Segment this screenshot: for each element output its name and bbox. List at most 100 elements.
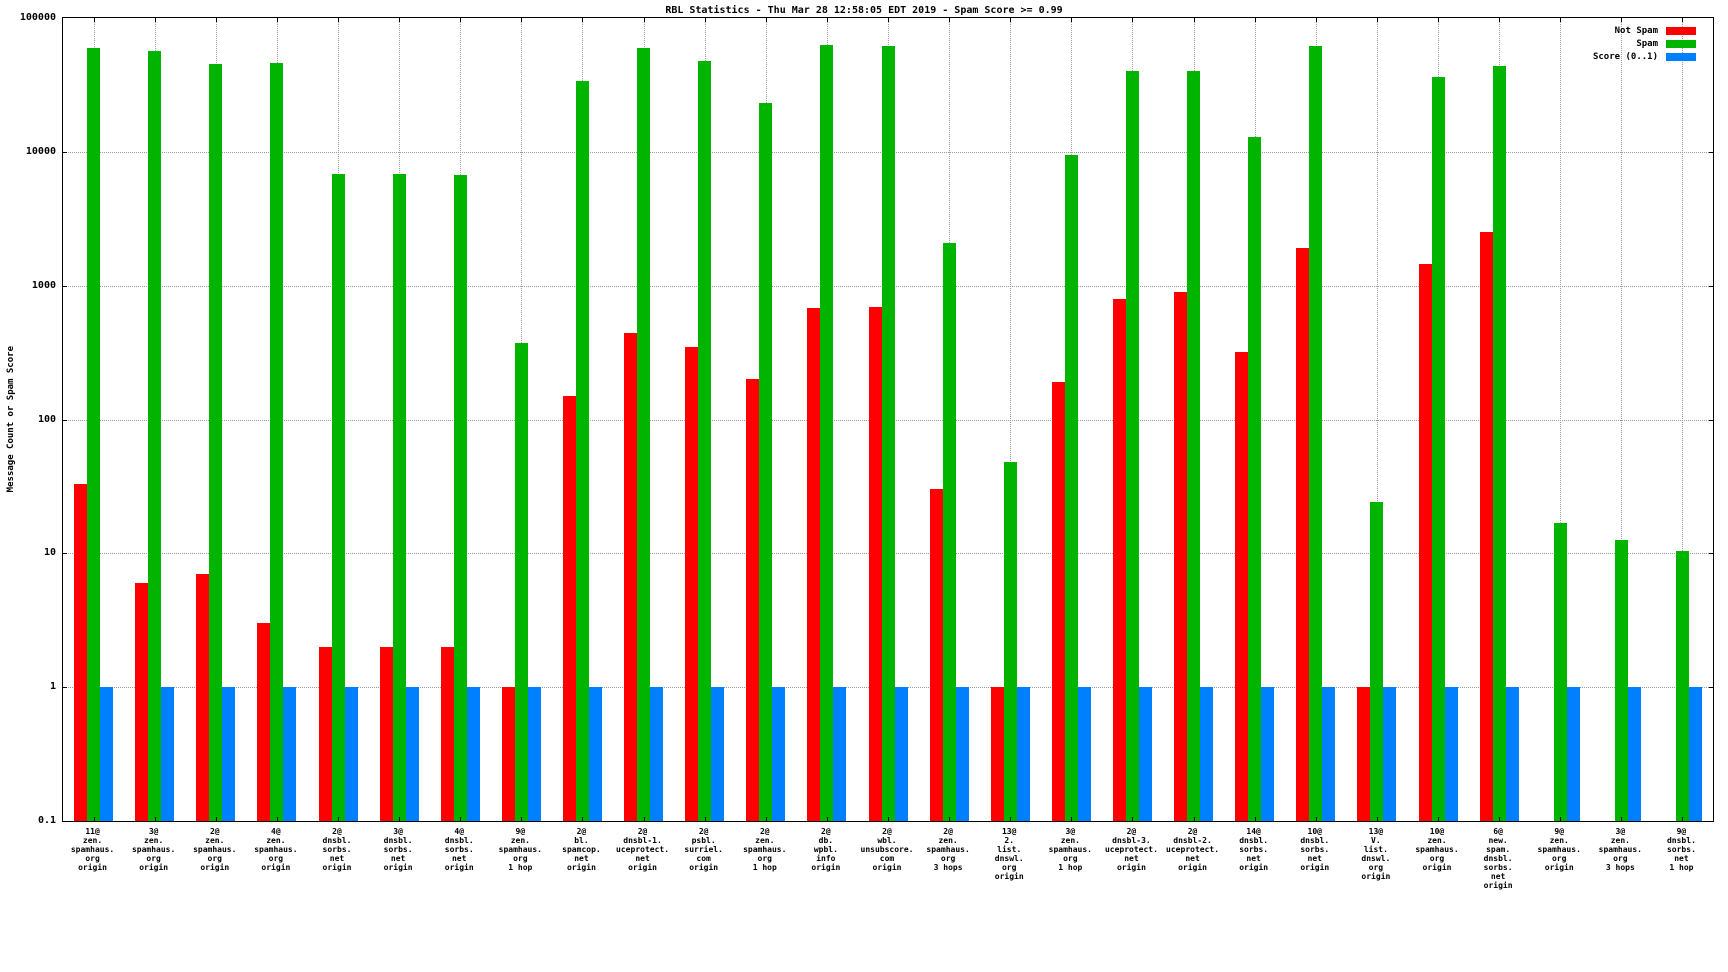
bar-not_spam bbox=[1357, 687, 1371, 821]
x-category-label-line: 2@ bbox=[759, 827, 770, 836]
x-tick-mark bbox=[1621, 817, 1623, 821]
x-category-label: 9@ dnsbl. sorbs. net 1 hop bbox=[1647, 827, 1715, 872]
bar-not_spam bbox=[379, 646, 393, 821]
x-category-label-line: bl. bbox=[574, 836, 589, 845]
y-tick-mark bbox=[63, 285, 67, 287]
x-category-label-line: 2. bbox=[1004, 836, 1015, 845]
x-tick-mark bbox=[93, 817, 95, 821]
x-category-label-line: dnswl. bbox=[1361, 854, 1391, 863]
x-category-label-line: uceprotect. bbox=[1166, 845, 1220, 854]
x-category-label-line: org bbox=[1429, 854, 1445, 863]
x-category-label-line: org bbox=[1551, 854, 1567, 863]
x-category-label-line: origin bbox=[872, 863, 902, 872]
bar-score bbox=[1322, 687, 1336, 821]
x-category-label-line: V. bbox=[1371, 836, 1381, 845]
x-category-label-line: spam. bbox=[1486, 845, 1511, 854]
x-category-label-line: sorbs. bbox=[1666, 845, 1696, 854]
bar-not_spam bbox=[1112, 298, 1126, 821]
bar-score bbox=[222, 687, 236, 821]
bar-score bbox=[650, 687, 664, 821]
y-tick-mark bbox=[63, 419, 67, 421]
bar-not_spam bbox=[440, 646, 454, 821]
x-category-label-line: 3@ bbox=[1065, 827, 1076, 836]
bar-spam bbox=[575, 80, 589, 821]
x-category-label: 3@ zen. spamhaus. org 3 hops bbox=[1586, 827, 1654, 872]
bar-score bbox=[1566, 687, 1580, 821]
x-tick-mark bbox=[215, 18, 217, 22]
y-tick-label: 10000 bbox=[25, 145, 56, 157]
x-gridline bbox=[1682, 18, 1684, 821]
x-category-label: 2@ bl. spamcop. net origin bbox=[547, 827, 615, 872]
x-category-label-line: 9@ bbox=[1676, 827, 1687, 836]
x-category-label-line: org bbox=[268, 854, 284, 863]
y-tick-mark bbox=[1709, 419, 1713, 421]
x-category-label-line: net bbox=[1185, 854, 1200, 863]
bar-spam bbox=[270, 63, 284, 821]
x-category-label-line: org bbox=[85, 854, 100, 863]
x-tick-mark bbox=[338, 18, 339, 22]
bar-spam bbox=[453, 175, 467, 821]
x-tick-mark bbox=[888, 817, 889, 821]
x-category-label: 4@ zen. spamhaus. org origin bbox=[242, 827, 310, 872]
x-tick-mark bbox=[1010, 18, 1012, 22]
x-category-label: 2@ dnsbl-2. uceprotect. net origin bbox=[1159, 827, 1227, 872]
x-category-label-line: 3@ bbox=[148, 827, 159, 836]
bar-score bbox=[1200, 687, 1214, 821]
x-tick-mark bbox=[276, 18, 278, 22]
x-tick-mark bbox=[1071, 18, 1073, 22]
x-category-label-line: zen. bbox=[1610, 836, 1630, 845]
x-category-label-line: 2@ bbox=[332, 827, 342, 836]
legend-label-score: Score (0..1) bbox=[1592, 51, 1658, 62]
x-category-label-line: dnsbl-2. bbox=[1173, 836, 1212, 845]
x-category-label-line: 10@ bbox=[1429, 827, 1445, 836]
bar-spam bbox=[1003, 462, 1017, 821]
x-category-label-line: zen. bbox=[1427, 836, 1447, 845]
x-tick-mark bbox=[399, 817, 401, 821]
x-category-label-line: spamhaus. bbox=[926, 845, 970, 854]
bar-not_spam bbox=[868, 307, 882, 821]
x-category-label: 2@ db. wpbl. info origin bbox=[792, 827, 860, 872]
bar-not_spam bbox=[1296, 248, 1310, 821]
bar-not_spam bbox=[1418, 264, 1432, 821]
x-category-label-line: zen. bbox=[205, 836, 225, 845]
bar-score bbox=[283, 687, 297, 821]
x-tick-mark bbox=[643, 817, 645, 821]
x-category-label-line: net bbox=[1124, 854, 1139, 863]
x-category-label-line: sorbs. bbox=[444, 845, 474, 854]
x-category-label-line: net bbox=[1674, 854, 1689, 863]
x-category-label-line: origin bbox=[689, 863, 719, 872]
bar-spam bbox=[331, 174, 345, 821]
bar-spam bbox=[514, 343, 528, 821]
x-category-label-line: zen. bbox=[938, 836, 958, 845]
x-category-label-line: 1 hop bbox=[752, 863, 777, 872]
x-category-label-line: origin bbox=[1300, 863, 1330, 872]
x-tick-mark bbox=[1376, 817, 1378, 821]
x-category-label-line: com bbox=[696, 854, 711, 863]
x-category-label-line: 3 hops bbox=[1605, 863, 1635, 872]
x-category-label: 3@ zen. spamhaus. org origin bbox=[120, 827, 188, 872]
legend-label-not-spam: Not Spam bbox=[1614, 25, 1658, 36]
bar-spam bbox=[1248, 136, 1262, 821]
x-tick-mark bbox=[826, 817, 828, 821]
x-gridline bbox=[1560, 18, 1562, 821]
bar-spam bbox=[881, 45, 895, 821]
x-category-label-line: 9@ bbox=[515, 827, 526, 836]
bar-not_spam bbox=[196, 574, 210, 821]
x-category-label-line: 11@ bbox=[85, 827, 100, 836]
x-category-label-line: 1 hop bbox=[508, 863, 533, 872]
x-category-label: 13@ V. list. dnswl. org origin bbox=[1342, 827, 1410, 881]
x-category-label-line: 2@ bbox=[1126, 827, 1137, 836]
bar-score bbox=[1138, 687, 1152, 821]
x-category-label-line: org bbox=[1063, 854, 1078, 863]
x-category-label-line: sorbs. bbox=[1300, 845, 1330, 854]
x-category-label-line: dnsbl. bbox=[1666, 836, 1696, 845]
y-tick-label: 1 bbox=[49, 681, 56, 693]
x-category-label: 2@ zen. spamhaus. org origin bbox=[181, 827, 249, 872]
bar-spam bbox=[1614, 540, 1628, 821]
x-category-label-line: origin bbox=[1422, 863, 1452, 872]
bar-spam bbox=[759, 103, 773, 821]
x-category-label-line: origin bbox=[261, 863, 291, 872]
legend-row-spam: Spam bbox=[1593, 37, 1696, 50]
x-category-label: 3@ dnsbl. sorbs. net origin bbox=[364, 827, 432, 872]
x-tick-mark bbox=[460, 18, 462, 22]
